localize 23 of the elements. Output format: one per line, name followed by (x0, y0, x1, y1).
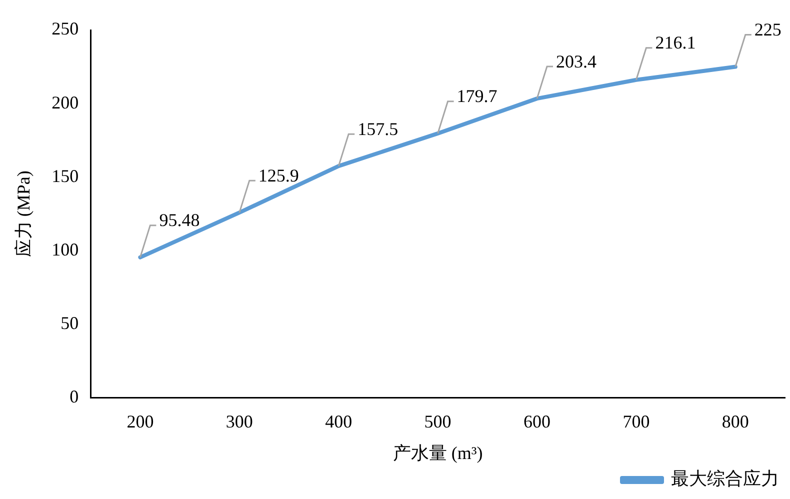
x-tick-label: 400 (325, 411, 352, 432)
data-label: 225 (754, 20, 782, 40)
data-label: 216.1 (655, 32, 696, 53)
data-label: 203.4 (556, 51, 596, 72)
data-label: 179.7 (456, 86, 498, 106)
x-tick-label: 300 (226, 411, 253, 432)
data-label: 125.9 (258, 165, 299, 186)
x-tick-label: 800 (722, 411, 749, 432)
x-axis-title: 产水量 (m³) (392, 442, 483, 463)
y-tick-label: 250 (52, 18, 79, 39)
x-tick-label: 700 (622, 411, 650, 432)
x-tick-label: 600 (524, 411, 550, 432)
y-tick-label: 100 (52, 239, 79, 260)
y-tick-label: 0 (70, 386, 79, 407)
y-tick-label: 200 (52, 92, 79, 112)
x-tick-label: 500 (424, 411, 452, 432)
y-axis-title: 应力 (MPa) (14, 170, 34, 258)
legend-label: 最大综合应力 (671, 468, 779, 489)
x-tick-label: 200 (126, 411, 154, 432)
data-label: 157.5 (358, 118, 398, 139)
data-label: 95.48 (159, 210, 200, 230)
y-tick-label: 50 (60, 312, 79, 333)
y-tick-label: 150 (52, 166, 79, 186)
